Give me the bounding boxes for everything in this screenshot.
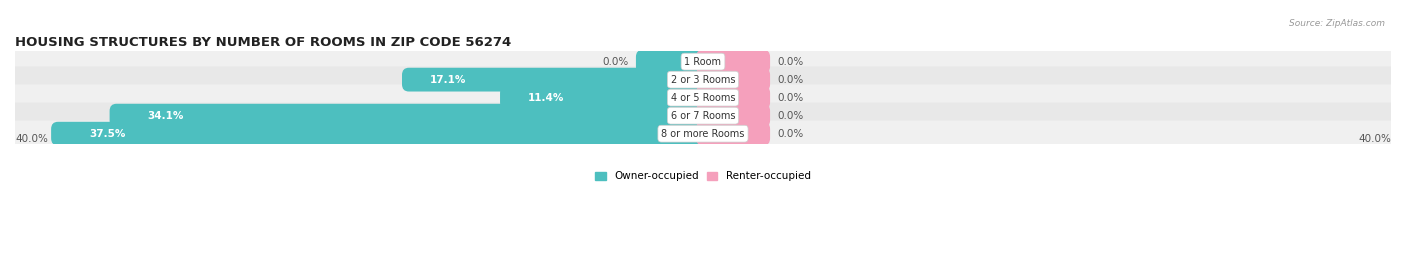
Text: 0.0%: 0.0%: [778, 93, 803, 103]
FancyBboxPatch shape: [51, 122, 710, 146]
FancyBboxPatch shape: [696, 122, 770, 146]
FancyBboxPatch shape: [1, 121, 1405, 147]
Legend: Owner-occupied, Renter-occupied: Owner-occupied, Renter-occupied: [595, 171, 811, 181]
Text: 0.0%: 0.0%: [778, 129, 803, 139]
Text: 0.0%: 0.0%: [778, 75, 803, 85]
FancyBboxPatch shape: [1, 102, 1405, 129]
Text: 4 or 5 Rooms: 4 or 5 Rooms: [671, 93, 735, 103]
FancyBboxPatch shape: [696, 86, 770, 109]
Text: 1 Room: 1 Room: [685, 56, 721, 67]
Text: Source: ZipAtlas.com: Source: ZipAtlas.com: [1289, 19, 1385, 28]
FancyBboxPatch shape: [1, 66, 1405, 93]
FancyBboxPatch shape: [1, 48, 1405, 75]
FancyBboxPatch shape: [110, 104, 710, 128]
Text: 8 or more Rooms: 8 or more Rooms: [661, 129, 745, 139]
Text: 40.0%: 40.0%: [1358, 134, 1391, 144]
FancyBboxPatch shape: [696, 104, 770, 128]
FancyBboxPatch shape: [696, 50, 770, 73]
Text: 0.0%: 0.0%: [778, 56, 803, 67]
Text: 40.0%: 40.0%: [15, 134, 48, 144]
Text: HOUSING STRUCTURES BY NUMBER OF ROOMS IN ZIP CODE 56274: HOUSING STRUCTURES BY NUMBER OF ROOMS IN…: [15, 36, 512, 49]
FancyBboxPatch shape: [1, 84, 1405, 111]
Text: 17.1%: 17.1%: [429, 75, 465, 85]
FancyBboxPatch shape: [696, 68, 770, 91]
FancyBboxPatch shape: [402, 68, 710, 91]
Text: 11.4%: 11.4%: [527, 93, 564, 103]
FancyBboxPatch shape: [501, 86, 710, 109]
Text: 0.0%: 0.0%: [603, 56, 628, 67]
Text: 6 or 7 Rooms: 6 or 7 Rooms: [671, 111, 735, 121]
Text: 0.0%: 0.0%: [778, 111, 803, 121]
Text: 34.1%: 34.1%: [148, 111, 184, 121]
FancyBboxPatch shape: [636, 50, 710, 73]
Text: 2 or 3 Rooms: 2 or 3 Rooms: [671, 75, 735, 85]
Text: 37.5%: 37.5%: [89, 129, 125, 139]
